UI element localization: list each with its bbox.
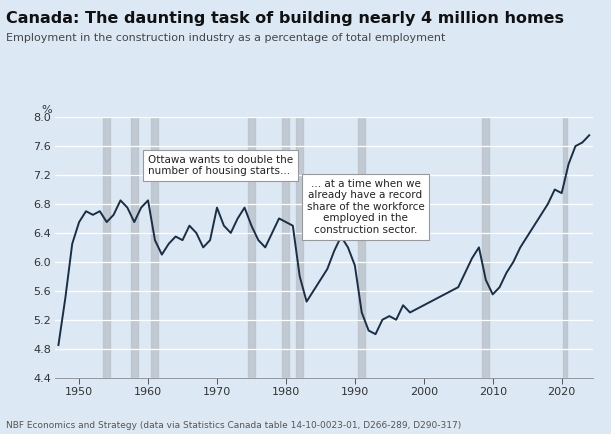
Text: Employment in the construction industry as a percentage of total employment: Employment in the construction industry … <box>6 33 445 43</box>
Text: Canada: The daunting task of building nearly 4 million homes: Canada: The daunting task of building ne… <box>6 11 564 26</box>
Bar <box>131 117 137 378</box>
Bar <box>103 117 110 378</box>
Text: %: % <box>42 105 53 115</box>
Bar <box>282 117 290 378</box>
Bar <box>358 117 365 378</box>
Bar <box>563 117 567 378</box>
Text: NBF Economics and Strategy (data via Statistics Canada table 14-10-0023-01, D266: NBF Economics and Strategy (data via Sta… <box>6 421 461 430</box>
Text: ... at a time when we
already have a record
share of the workforce
employed in t: ... at a time when we already have a rec… <box>307 179 425 235</box>
Text: Ottawa wants to double the
number of housing starts...: Ottawa wants to double the number of hou… <box>148 155 293 176</box>
Bar <box>296 117 303 378</box>
Bar <box>482 117 489 378</box>
Bar <box>248 117 255 378</box>
Bar <box>152 117 158 378</box>
